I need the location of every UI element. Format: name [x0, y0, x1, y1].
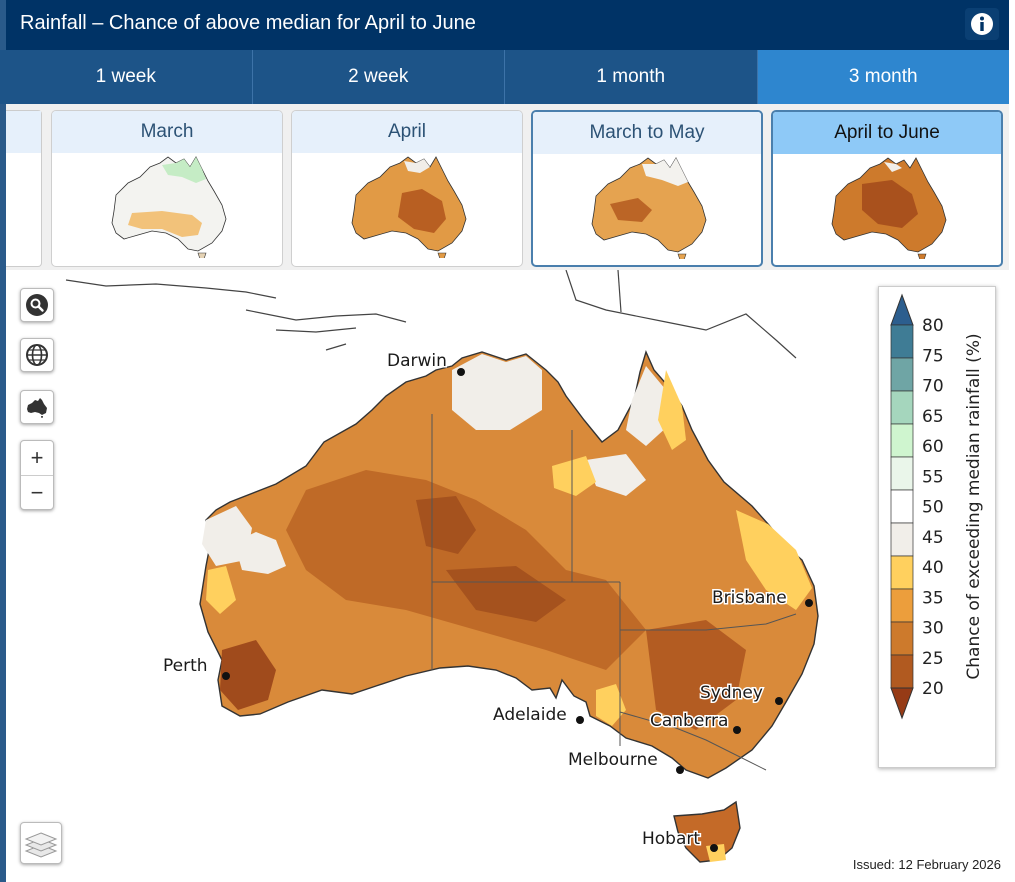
legend-band: [890, 555, 914, 590]
city-label-darwin: Darwin: [387, 351, 447, 371]
legend-tick-label: 25: [922, 649, 944, 669]
layers-icon: [24, 832, 58, 858]
city-label-canberra: Canberra: [650, 711, 728, 731]
left-edge-bar: [0, 0, 6, 882]
legend-tick-label: 30: [922, 619, 944, 639]
legend-band: [890, 654, 914, 689]
legend-tick-label: 50: [922, 498, 944, 518]
tab-1-month[interactable]: 1 month: [505, 50, 758, 104]
search-button[interactable]: [20, 288, 54, 322]
legend-tick-label: 45: [922, 528, 944, 548]
period-tabs: 1 week 2 week 1 month 3 month: [0, 50, 1009, 104]
australia-map: Darwin Brisbane Perth Sydney Adelaide Ca…: [65, 270, 819, 863]
page-title: Rainfall – Chance of above median for Ap…: [20, 12, 476, 34]
thumbnail-previous[interactable]: [6, 110, 42, 267]
city-label-melbourne: Melbourne: [568, 750, 658, 770]
city-label-adelaide: Adelaide: [493, 705, 567, 725]
legend-band: [890, 390, 914, 425]
australia-icon: [27, 398, 47, 418]
city-label-brisbane: Brisbane: [712, 588, 787, 608]
legend-tick-label: 40: [922, 558, 944, 578]
search-icon: [26, 294, 48, 316]
city-label-hobart: Hobart: [642, 829, 700, 849]
thumbnail-april-to-june[interactable]: April to June: [771, 110, 1003, 267]
legend-panel: 80 75 70 65 60 55 50 45 40 35 30 25 20 Chance of exce…: [878, 286, 996, 768]
thumbnail-label: April: [292, 111, 522, 153]
legend-band: [890, 489, 914, 524]
thumbnail-april[interactable]: April: [291, 110, 523, 267]
legend-top-arrow: [890, 293, 914, 326]
zoom-controls: + −: [20, 440, 54, 510]
legend-band: [890, 324, 914, 359]
legend-band: [890, 621, 914, 656]
legend-band: [890, 423, 914, 458]
forecast-map[interactable]: Darwin Brisbane Perth Sydney Adelaide Ca…: [6, 270, 1009, 878]
legend-tick-label: 80: [922, 316, 944, 336]
header-bar: Rainfall – Chance of above median for Ap…: [6, 0, 1009, 50]
info-icon: [971, 13, 993, 35]
globe-icon: [26, 344, 48, 366]
legend-tick-label: 35: [922, 588, 944, 608]
legend-tick-label: 60: [922, 437, 944, 457]
thumbnail-strip: March April March to May April to June: [6, 104, 1009, 270]
legend-tick-label: 55: [922, 467, 944, 487]
zoom-in-button[interactable]: +: [21, 441, 53, 476]
layers-button[interactable]: [20, 822, 62, 864]
zoom-out-button[interactable]: −: [30, 480, 44, 505]
globe-button[interactable]: [20, 338, 54, 372]
legend-tick-label: 20: [922, 679, 944, 699]
thumbnail-map: [351, 156, 467, 258]
australia-view-button[interactable]: [20, 390, 54, 424]
tab-2-week[interactable]: 2 week: [252, 50, 505, 104]
legend-tick-label: 65: [922, 407, 944, 427]
city-label-sydney: Sydney: [700, 683, 763, 703]
legend-band: [890, 357, 914, 392]
legend-title: Chance of exceeding median rainfall (%): [964, 333, 984, 679]
thumbnail-label: March to May: [533, 112, 761, 154]
city-label-perth: Perth: [163, 656, 208, 676]
legend-tick-label: 70: [922, 377, 944, 397]
issued-date: Issued: 12 February 2026: [852, 857, 1001, 872]
tab-3-month[interactable]: 3 month: [757, 50, 1009, 104]
thumbnail-map: [591, 157, 707, 259]
thumbnail-label: March: [52, 111, 282, 153]
thumbnail-label: April to June: [773, 112, 1001, 154]
tab-1-week[interactable]: 1 week: [0, 50, 253, 104]
thumbnail-map: [831, 157, 947, 259]
info-button[interactable]: [965, 8, 999, 40]
legend-tick-label: 75: [922, 346, 944, 366]
legend-band: [890, 588, 914, 623]
thumbnail-march-to-may[interactable]: March to May: [531, 110, 763, 267]
legend-bottom-arrow: [890, 687, 914, 720]
thumbnail-march[interactable]: March: [51, 110, 283, 267]
thumbnail-map: [111, 156, 227, 258]
legend-colorbar: 80 75 70 65 60 55 50 45 40 35 30 25 20 Chance of exce…: [890, 293, 984, 720]
legend-band: [890, 522, 914, 557]
legend-band: [890, 456, 914, 491]
